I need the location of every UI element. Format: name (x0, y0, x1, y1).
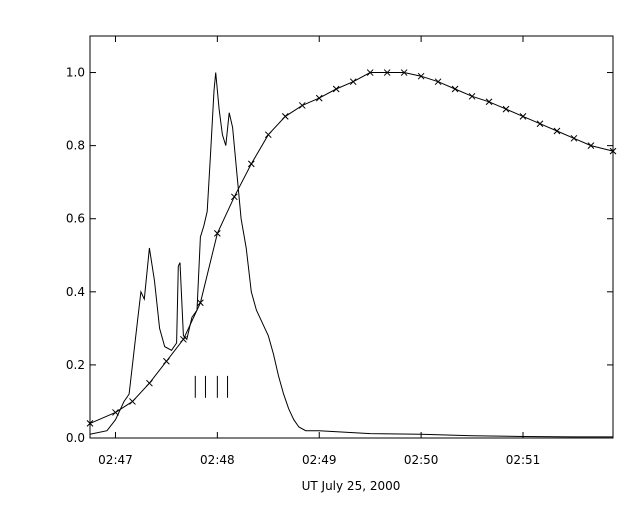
series-1-point (587, 142, 595, 149)
y-tick-label: 0.4 (66, 285, 85, 299)
series-1-point (383, 69, 391, 76)
plot-frame (89, 35, 614, 439)
x-tick-label: 02:49 (302, 453, 337, 467)
series-0-line (89, 72, 613, 438)
vertical-markers (194, 375, 229, 398)
series-1-point (264, 131, 272, 139)
series-1-point (129, 398, 136, 405)
x-axis-label: UT July 25, 2000 (302, 479, 401, 493)
series-1-point (434, 78, 442, 86)
series-layer (86, 69, 617, 438)
series-1-point (197, 299, 204, 307)
series-1-point (281, 113, 289, 120)
y-axis: 0.0 0.2 0.4 0.6 0.8 1.0 (66, 66, 613, 445)
series-1-point (112, 409, 119, 416)
x-tick-label: 02:47 (98, 453, 133, 467)
series-1-point (349, 78, 357, 86)
y-tick-label: 0.8 (66, 139, 85, 153)
series-1-point (247, 160, 255, 168)
series-1-point (146, 379, 153, 387)
series-1-point (553, 127, 561, 135)
y-tick-label: 0.6 (66, 212, 85, 226)
y-tick-label: 0.0 (66, 431, 85, 445)
x-tick-label: 02:50 (404, 453, 439, 467)
series-1-point (485, 98, 493, 106)
x-axis: 02:47 02:48 02:49 02:50 02:51 (98, 36, 540, 467)
series-1-point (332, 85, 340, 93)
series-1-point (570, 134, 578, 142)
series-1-point (417, 72, 425, 80)
series-1-point (180, 335, 187, 343)
x-tick-label: 02:51 (506, 453, 541, 467)
series-1-point (163, 357, 170, 365)
series-1-point (214, 229, 221, 237)
series-1-line (89, 72, 614, 424)
x-tick-label: 02:48 (200, 453, 235, 467)
series-1-point (366, 69, 374, 76)
series-1-point (502, 105, 510, 113)
series-1-point (298, 102, 306, 109)
y-tick-label: 0.2 (66, 358, 85, 372)
y-tick-label: 1.0 (66, 66, 85, 80)
series-1-point (400, 69, 408, 76)
series-1-point (451, 85, 459, 93)
series-1-point (519, 113, 527, 120)
series-1-point (468, 92, 476, 100)
series-1-point (536, 120, 544, 128)
series-1-point (315, 94, 323, 102)
series-1-point (609, 147, 617, 155)
series-1-point (230, 193, 238, 201)
series-1-point (86, 420, 94, 427)
